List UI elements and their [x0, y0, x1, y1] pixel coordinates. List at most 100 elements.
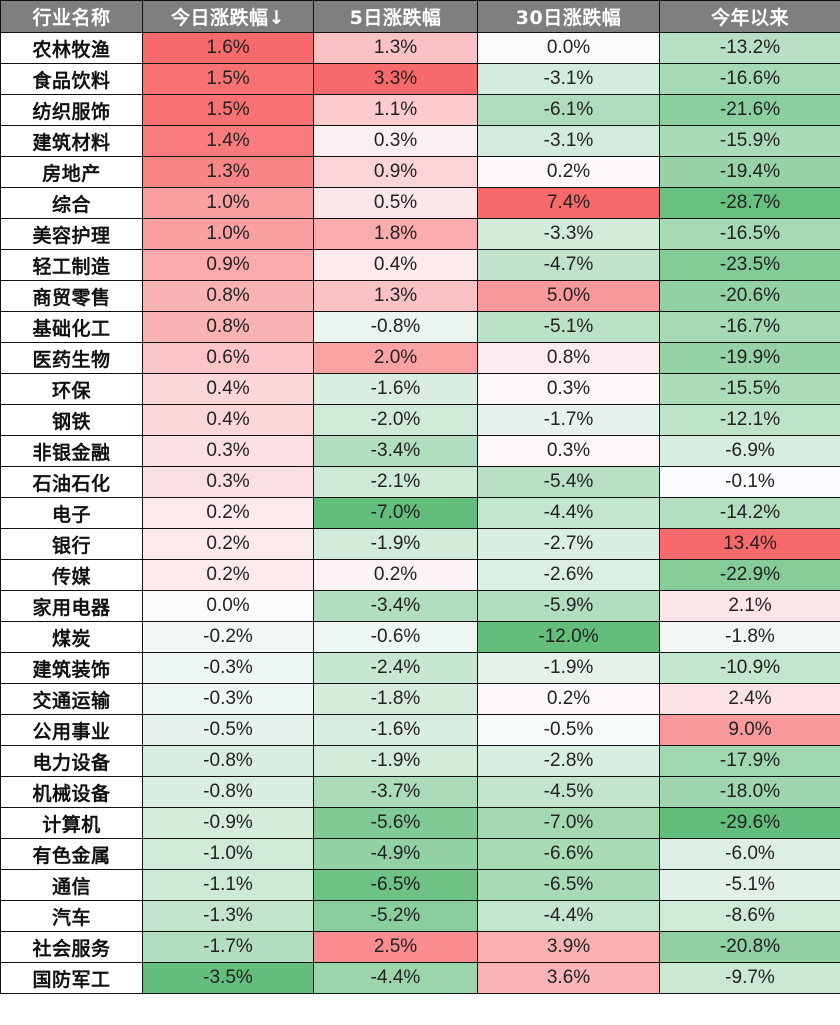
daily-change-cell: -1.1%	[142, 869, 314, 901]
industry-performance-table: 行业名称 今日涨跌幅↓ 5日涨跌幅 30日涨跌幅 今年以来 农林牧渔 1.6% 1.…	[0, 0, 840, 994]
daily-change-cell: 0.9%	[142, 249, 314, 281]
ytd-change-cell: -20.6%	[659, 280, 840, 312]
ytd-change-cell: -29.6%	[659, 807, 840, 839]
ytd-change-cell: -16.6%	[659, 63, 840, 95]
daily-change-cell: 1.0%	[142, 187, 314, 219]
5day-change-cell: -1.9%	[313, 745, 478, 777]
5day-change-cell: 3.3%	[313, 63, 478, 95]
daily-change-cell: -0.3%	[142, 683, 314, 715]
5day-change-cell: -1.6%	[313, 373, 478, 405]
daily-change-cell: 0.8%	[142, 280, 314, 312]
industry-name-cell: 国防军工	[0, 962, 143, 994]
table-row: 电力设备 -0.8% -1.9% -2.8% -17.9%	[0, 745, 840, 777]
30day-change-cell: -5.1%	[477, 311, 660, 343]
30day-change-cell: -6.6%	[477, 838, 660, 870]
industry-name-cell: 机械设备	[0, 776, 143, 808]
5day-change-cell: -4.9%	[313, 838, 478, 870]
30day-change-cell: -1.9%	[477, 652, 660, 684]
industry-name-cell: 轻工制造	[0, 249, 143, 281]
ytd-change-cell: -12.1%	[659, 404, 840, 436]
5day-change-cell: 2.5%	[313, 931, 478, 963]
industry-name-cell: 电力设备	[0, 745, 143, 777]
daily-change-cell: -0.8%	[142, 776, 314, 808]
30day-change-cell: -3.1%	[477, 63, 660, 95]
5day-change-cell: -3.7%	[313, 776, 478, 808]
table-row: 汽车 -1.3% -5.2% -4.4% -8.6%	[0, 900, 840, 932]
table-row: 医药生物 0.6% 2.0% 0.8% -19.9%	[0, 342, 840, 374]
table-row: 农林牧渔 1.6% 1.3% 0.0% -13.2%	[0, 32, 840, 64]
table-row: 公用事业 -0.5% -1.6% -0.5% 9.0%	[0, 714, 840, 746]
30day-change-cell: 0.3%	[477, 435, 660, 467]
table-row: 家用电器 0.0% -3.4% -5.9% 2.1%	[0, 590, 840, 622]
5day-change-cell: -2.0%	[313, 404, 478, 436]
ytd-change-cell: -1.8%	[659, 621, 840, 653]
ytd-change-cell: -28.7%	[659, 187, 840, 219]
5day-change-cell: 0.5%	[313, 187, 478, 219]
industry-name-cell: 综合	[0, 187, 143, 219]
header-industry-name[interactable]: 行业名称	[0, 0, 143, 33]
table-row: 石油石化 0.3% -2.1% -5.4% -0.1%	[0, 466, 840, 498]
30day-change-cell: -5.9%	[477, 590, 660, 622]
30day-change-cell: -4.5%	[477, 776, 660, 808]
daily-change-cell: -0.3%	[142, 652, 314, 684]
industry-name-cell: 传媒	[0, 559, 143, 591]
table-row: 综合 1.0% 0.5% 7.4% -28.7%	[0, 187, 840, 219]
industry-name-cell: 钢铁	[0, 404, 143, 436]
daily-change-cell: 1.6%	[142, 32, 314, 64]
30day-change-cell: 0.8%	[477, 342, 660, 374]
ytd-change-cell: 2.1%	[659, 590, 840, 622]
ytd-change-cell: 2.4%	[659, 683, 840, 715]
table-row: 基础化工 0.8% -0.8% -5.1% -16.7%	[0, 311, 840, 343]
5day-change-cell: -1.9%	[313, 528, 478, 560]
30day-change-cell: -3.1%	[477, 125, 660, 157]
daily-change-cell: 0.2%	[142, 497, 314, 529]
30day-change-cell: -4.4%	[477, 497, 660, 529]
industry-name-cell: 纺织服饰	[0, 94, 143, 126]
table-row: 美容护理 1.0% 1.8% -3.3% -16.5%	[0, 218, 840, 250]
industry-name-cell: 商贸零售	[0, 280, 143, 312]
table-row: 环保 0.4% -1.6% 0.3% -15.5%	[0, 373, 840, 405]
table-row: 社会服务 -1.7% 2.5% 3.9% -20.8%	[0, 931, 840, 963]
ytd-change-cell: 13.4%	[659, 528, 840, 560]
ytd-change-cell: -14.2%	[659, 497, 840, 529]
ytd-change-cell: -19.9%	[659, 342, 840, 374]
header-30day-change[interactable]: 30日涨跌幅	[477, 0, 660, 33]
header-daily-change-sorted-desc[interactable]: 今日涨跌幅↓	[142, 0, 314, 33]
daily-change-cell: -3.5%	[142, 962, 314, 994]
daily-change-cell: 1.5%	[142, 94, 314, 126]
industry-name-cell: 医药生物	[0, 342, 143, 374]
daily-change-cell: -0.8%	[142, 745, 314, 777]
industry-name-cell: 交通运输	[0, 683, 143, 715]
daily-change-cell: 0.2%	[142, 559, 314, 591]
table-row: 商贸零售 0.8% 1.3% 5.0% -20.6%	[0, 280, 840, 312]
industry-name-cell: 建筑材料	[0, 125, 143, 157]
table-row: 煤炭 -0.2% -0.6% -12.0% -1.8%	[0, 621, 840, 653]
ytd-change-cell: -18.0%	[659, 776, 840, 808]
table-row: 有色金属 -1.0% -4.9% -6.6% -6.0%	[0, 838, 840, 870]
industry-name-cell: 公用事业	[0, 714, 143, 746]
industry-name-cell: 石油石化	[0, 466, 143, 498]
industry-name-cell: 建筑装饰	[0, 652, 143, 684]
5day-change-cell: 2.0%	[313, 342, 478, 374]
industry-name-cell: 家用电器	[0, 590, 143, 622]
ytd-change-cell: -22.9%	[659, 559, 840, 591]
header-5day-change[interactable]: 5日涨跌幅	[313, 0, 478, 33]
table-row: 银行 0.2% -1.9% -2.7% 13.4%	[0, 528, 840, 560]
5day-change-cell: -4.4%	[313, 962, 478, 994]
30day-change-cell: 0.2%	[477, 683, 660, 715]
industry-name-cell: 有色金属	[0, 838, 143, 870]
ytd-change-cell: -6.9%	[659, 435, 840, 467]
30day-change-cell: 0.0%	[477, 32, 660, 64]
5day-change-cell: -1.6%	[313, 714, 478, 746]
header-ytd-change[interactable]: 今年以来	[659, 0, 840, 33]
industry-name-cell: 基础化工	[0, 311, 143, 343]
daily-change-cell: 0.4%	[142, 373, 314, 405]
header-row: 行业名称 今日涨跌幅↓ 5日涨跌幅 30日涨跌幅 今年以来	[0, 0, 840, 33]
daily-change-cell: 1.3%	[142, 156, 314, 188]
table-row: 国防军工 -3.5% -4.4% 3.6% -9.7%	[0, 962, 840, 994]
5day-change-cell: -5.6%	[313, 807, 478, 839]
30day-change-cell: -12.0%	[477, 621, 660, 653]
5day-change-cell: -1.8%	[313, 683, 478, 715]
ytd-change-cell: -9.7%	[659, 962, 840, 994]
ytd-change-cell: -23.5%	[659, 249, 840, 281]
